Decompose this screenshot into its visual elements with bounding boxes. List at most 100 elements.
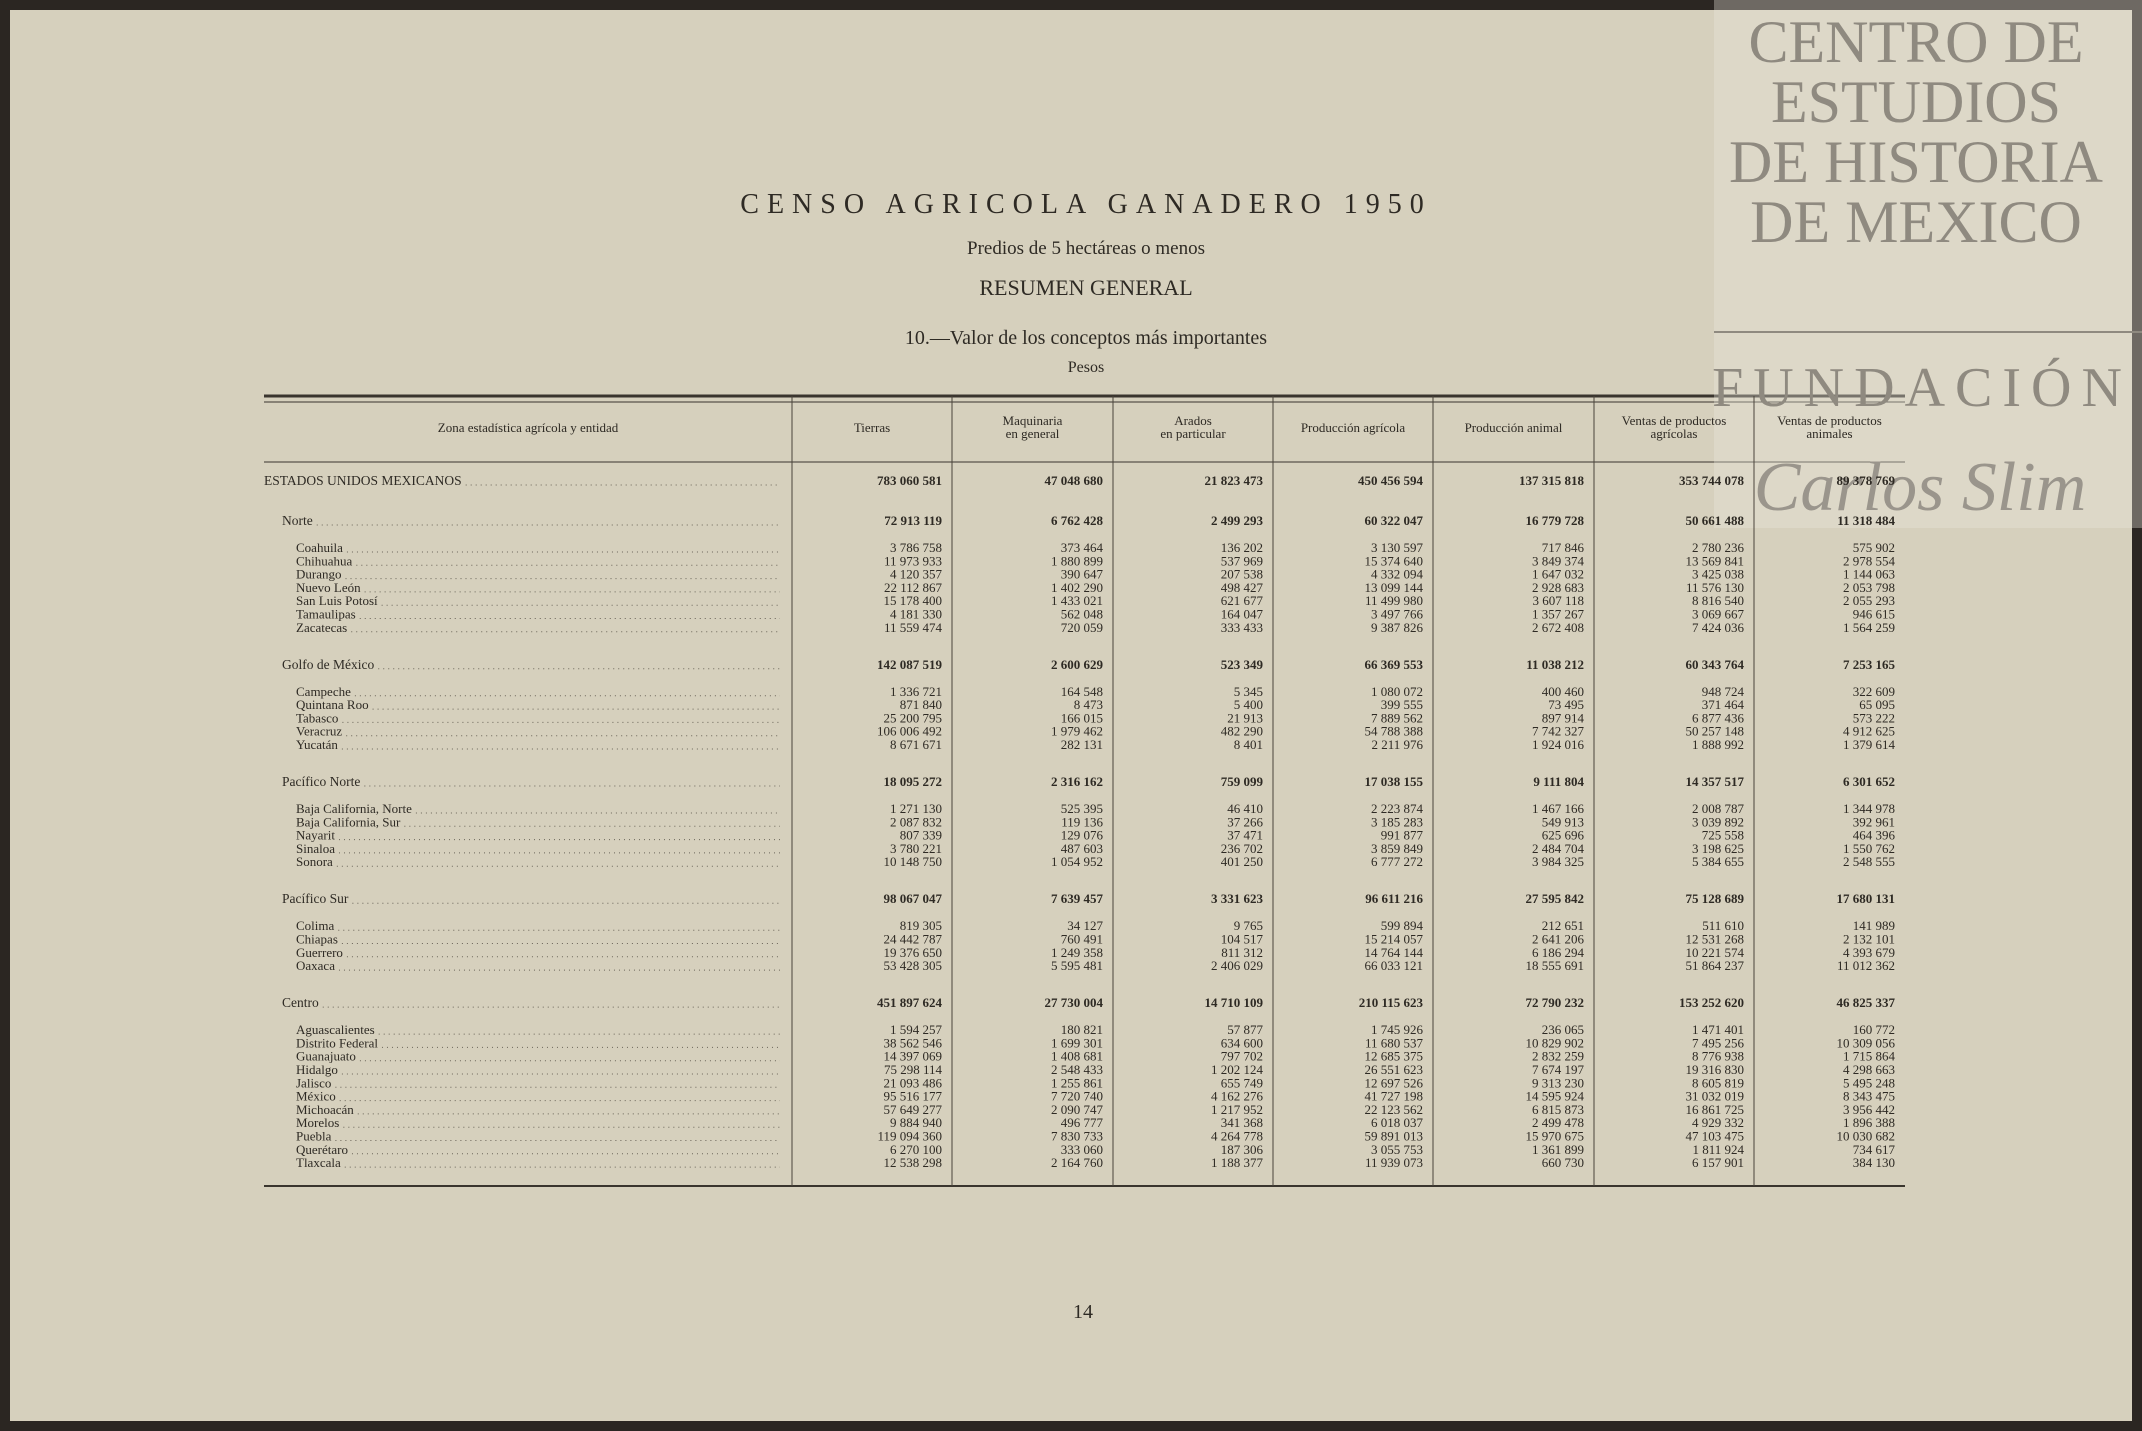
cell: 3 039 892 [1692, 814, 1744, 829]
cell: 1 896 388 [1843, 1115, 1895, 1130]
row-label: Sonora [296, 854, 333, 869]
cell: 353 744 078 [1679, 473, 1745, 488]
cell: 498 427 [1221, 580, 1264, 595]
cell: 65 095 [1859, 697, 1895, 712]
column-header: Maquinaria [1003, 413, 1063, 428]
column-header: agrícolas [1651, 426, 1698, 441]
cell: 11 038 212 [1526, 657, 1584, 672]
cell: 4 298 663 [1843, 1062, 1895, 1077]
cell: 7 424 036 [1692, 620, 1745, 635]
cell: 373 464 [1061, 540, 1104, 555]
cell: 991 877 [1381, 828, 1424, 843]
row-label: Oaxaca [296, 958, 335, 973]
cell: 119 094 360 [877, 1129, 942, 1144]
cell: 401 250 [1221, 854, 1263, 869]
watermark-box [1714, 0, 2142, 528]
cell: 2 548 433 [1051, 1062, 1103, 1077]
cell: 160 772 [1853, 1022, 1895, 1037]
cell: 75 298 114 [884, 1062, 943, 1077]
cell: 1 054 952 [1051, 854, 1103, 869]
cell: 89 378 769 [1837, 473, 1896, 488]
cell: 2 090 747 [1051, 1102, 1104, 1117]
cell: 141 989 [1853, 918, 1895, 933]
cell: 599 894 [1381, 918, 1424, 933]
cell: 5 400 [1234, 697, 1263, 712]
cell: 2 053 798 [1843, 580, 1895, 595]
cell: 37 471 [1227, 828, 1263, 843]
cell: 11 499 980 [1365, 593, 1423, 608]
section-title: RESUMEN GENERAL [979, 275, 1192, 300]
cell: 34 127 [1067, 918, 1103, 933]
cell: 8 671 671 [890, 737, 942, 752]
cell: 15 214 057 [1365, 932, 1424, 947]
row-label: Guanajuato [296, 1049, 356, 1064]
cell: 6 877 436 [1692, 710, 1745, 725]
cell: 725 558 [1702, 828, 1744, 843]
cell: 8 776 938 [1692, 1049, 1744, 1064]
cell: 464 396 [1853, 828, 1896, 843]
cell: 2 641 206 [1532, 932, 1585, 947]
cell: 7 889 562 [1371, 710, 1423, 725]
cell: 15 178 400 [884, 593, 943, 608]
cell: 136 202 [1221, 540, 1263, 555]
cell: 14 764 144 [1365, 945, 1424, 960]
cell: 9 111 804 [1533, 774, 1584, 789]
cell: 19 376 650 [884, 945, 943, 960]
cell: 450 456 594 [1358, 473, 1424, 488]
cell: 3 849 374 [1532, 553, 1585, 568]
watermark-signature: Carlos Slim [1754, 449, 2087, 526]
unit: Pesos [1068, 359, 1104, 376]
cell: 4 162 276 [1211, 1089, 1264, 1104]
row-label: Querétaro [296, 1142, 348, 1157]
column-header: en general [1006, 426, 1060, 441]
row-label: México [296, 1089, 336, 1104]
cell: 2 055 293 [1843, 593, 1895, 608]
cell: 15 970 675 [1526, 1129, 1585, 1144]
cell: 11 680 537 [1365, 1035, 1424, 1050]
column-header: Producción animal [1465, 420, 1563, 435]
cell: 210 115 623 [1359, 995, 1424, 1010]
cell: 8 473 [1074, 697, 1103, 712]
cell: 10 221 574 [1686, 945, 1745, 960]
cell: 7 830 733 [1051, 1129, 1103, 1144]
cell: 451 897 624 [877, 995, 943, 1010]
cell: 1 361 899 [1532, 1142, 1584, 1157]
column-header: Producción agrícola [1301, 420, 1406, 435]
cell: 137 315 818 [1519, 473, 1585, 488]
cell: 66 369 553 [1365, 657, 1424, 672]
cell: 12 685 375 [1365, 1049, 1424, 1064]
cell: 2 008 787 [1692, 801, 1745, 816]
cell: 1 467 166 [1532, 801, 1585, 816]
cell: 2 780 236 [1692, 540, 1745, 555]
cell: 66 033 121 [1365, 958, 1424, 973]
cell: 46 825 337 [1837, 995, 1896, 1010]
cell: 50 661 488 [1686, 513, 1745, 528]
cell: 946 615 [1853, 607, 1895, 622]
cell: 27 595 842 [1526, 891, 1585, 906]
cell: 660 730 [1542, 1155, 1584, 1170]
cell: 3 497 766 [1371, 607, 1424, 622]
row-label: Pacífico Sur [282, 891, 349, 906]
cell: 3 055 753 [1371, 1142, 1423, 1157]
cell: 2 928 683 [1532, 580, 1584, 595]
row-label: San Luis Potosí [296, 593, 378, 608]
cell: 1 144 063 [1843, 567, 1895, 582]
cell: 1 745 926 [1371, 1022, 1424, 1037]
cell: 2 600 629 [1051, 657, 1104, 672]
cell: 562 048 [1061, 607, 1103, 622]
cell: 1 249 358 [1051, 945, 1103, 960]
cell: 54 788 388 [1365, 724, 1424, 739]
cell: 1 699 301 [1051, 1035, 1103, 1050]
cell: 12 531 268 [1686, 932, 1745, 947]
cell: 50 257 148 [1686, 724, 1745, 739]
cell: 282 131 [1061, 737, 1103, 752]
cell: 1 188 377 [1211, 1155, 1264, 1170]
cell: 1 357 267 [1532, 607, 1585, 622]
cell: 2 548 555 [1843, 854, 1895, 869]
cell: 187 306 [1221, 1142, 1264, 1157]
row-label: Tabasco [296, 710, 338, 725]
cell: 96 611 216 [1365, 891, 1423, 906]
cell: 871 840 [900, 697, 942, 712]
cell: 575 902 [1853, 540, 1895, 555]
cell: 3 069 667 [1692, 607, 1745, 622]
